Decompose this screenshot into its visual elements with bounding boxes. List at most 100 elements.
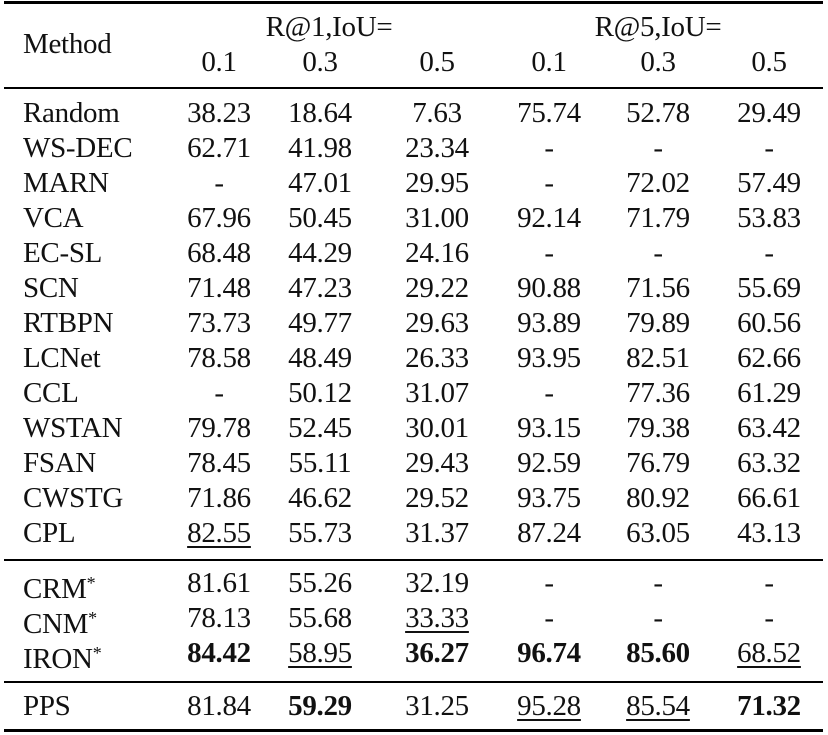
value-cell: 82.51 [626,342,690,374]
method-name: LCNet [23,341,101,375]
value-cell: 71.56 [626,272,690,304]
value-cell: 18.64 [288,97,352,129]
value-cell: 85.54 [626,690,690,722]
subcolumn-header: 0.5 [419,46,455,78]
method-label: Random [23,97,120,129]
value-cell: 59.29 [288,690,352,722]
value-cell: 67.96 [187,202,251,234]
method-name: IRON* [23,636,102,676]
group-header: R@1,IoU= [265,11,393,43]
value-cell: 93.95 [517,342,581,374]
value-cell: 57.49 [737,167,801,199]
value-cell: 55.26 [288,567,352,599]
value-cell: 33.33 [405,602,469,634]
method-name: WSTAN [23,411,123,445]
method-name: CWSTG [23,481,123,515]
value-cell: 49.77 [288,307,352,339]
value-cell: 87.24 [517,517,581,549]
method-label: WS-DEC [23,132,133,164]
value-cell: 55.68 [288,602,352,634]
method-label: LCNet [23,342,101,374]
header-rule [4,87,823,89]
method-label: CPL [23,517,76,549]
method-label: IRON [23,643,93,675]
method-name: MARN [23,166,109,200]
asterisk-marker: * [86,573,96,593]
value-cell: 85.60 [626,637,690,669]
value-cell: 23.34 [405,132,469,164]
value-cell: - [544,167,554,199]
value-cell: 96.74 [517,637,581,669]
value-cell: - [653,132,663,164]
value-cell: - [764,132,774,164]
method-label: CWSTG [23,482,124,514]
value-cell: 31.25 [405,690,469,722]
top-rule [4,1,823,4]
value-cell: 84.42 [187,637,251,669]
value-cell: - [653,237,663,269]
value-cell: 73.73 [187,307,251,339]
value-cell: - [214,167,224,199]
value-cell: 24.16 [405,237,469,269]
value-cell: 66.61 [737,482,801,514]
value-cell: 63.05 [626,517,690,549]
value-cell: 32.19 [405,567,469,599]
value-cell: 93.15 [517,412,581,444]
value-cell: 50.45 [288,202,352,234]
method-name: EC-SL [23,236,102,270]
value-cell: 47.01 [288,167,352,199]
value-cell: 77.36 [626,377,690,409]
section-rule-2 [4,681,823,683]
method-label: VCA [23,202,84,234]
value-cell: 93.89 [517,307,581,339]
value-cell: 62.66 [737,342,801,374]
method-name: CPL [23,516,76,550]
value-cell: 55.69 [737,272,801,304]
method-label: CNM [23,608,89,640]
value-cell: 71.48 [187,272,251,304]
value-cell: 71.32 [737,690,801,722]
value-cell: 29.52 [405,482,469,514]
value-cell: 44.29 [288,237,352,269]
method-name: CNM* [23,601,97,641]
method-name: FSAN [23,446,96,480]
value-cell: 62.71 [187,132,251,164]
value-cell: 71.86 [187,482,251,514]
value-cell: 41.98 [288,132,352,164]
value-cell: 80.92 [626,482,690,514]
value-cell: 43.13 [737,517,801,549]
value-cell: - [653,567,663,599]
value-cell: 29.95 [405,167,469,199]
method-name: CCL [23,376,79,410]
method-label: CRM [23,573,87,605]
value-cell: 47.23 [288,272,352,304]
value-cell: 95.28 [517,690,581,722]
value-cell: 30.01 [405,412,469,444]
value-cell: 78.45 [187,447,251,479]
value-cell: 63.32 [737,447,801,479]
value-cell: 46.62 [288,482,352,514]
value-cell: 90.88 [517,272,581,304]
value-cell: 79.38 [626,412,690,444]
method-label: CCL [23,377,79,409]
value-cell: - [544,237,554,269]
method-name: WS-DEC [23,131,133,165]
value-cell: 79.78 [187,412,251,444]
section-rule-1 [4,559,823,561]
value-cell: 71.79 [626,202,690,234]
value-cell: 81.61 [187,567,251,599]
value-cell: 78.13 [187,602,251,634]
value-cell: 31.07 [405,377,469,409]
value-cell: 79.89 [626,307,690,339]
method-name: Random [23,96,120,130]
value-cell: 81.84 [187,690,251,722]
value-cell: - [764,567,774,599]
method-label: MARN [23,167,109,199]
value-cell: 38.23 [187,97,251,129]
value-cell: 58.95 [288,637,352,669]
subcolumn-header: 0.3 [640,46,676,78]
value-cell: 36.27 [405,637,469,669]
value-cell: - [544,567,554,599]
value-cell: 75.74 [517,97,581,129]
value-cell: 48.49 [288,342,352,374]
